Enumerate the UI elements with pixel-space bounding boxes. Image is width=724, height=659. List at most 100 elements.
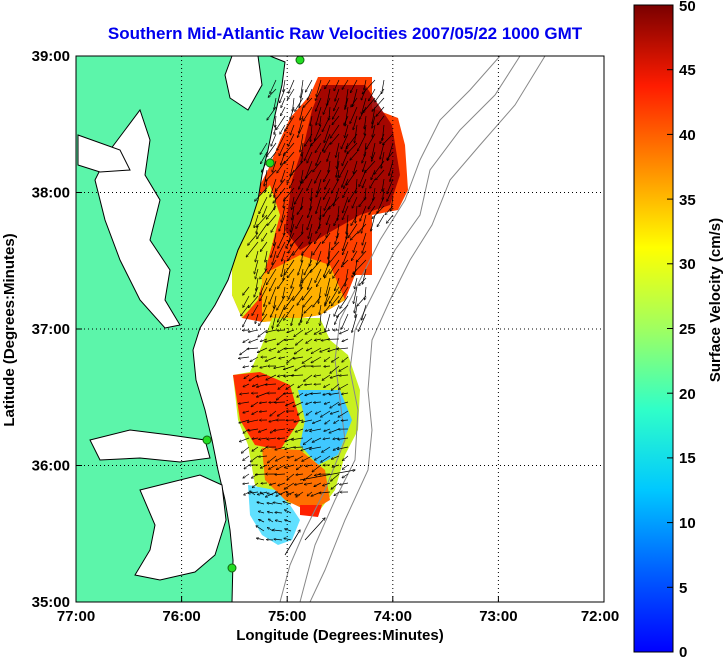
velocity-arrow [304, 374, 313, 381]
velocity-arrow [333, 268, 340, 278]
velocity-arrow [259, 520, 265, 523]
velocity-arrow [342, 464, 349, 469]
velocity-arrow [239, 401, 250, 404]
velocity-arrow [297, 410, 304, 415]
velocity-arrow [276, 492, 283, 496]
velocity-arrow [297, 124, 304, 137]
velocity-arrow [252, 383, 259, 386]
velocity-arrow [299, 313, 304, 325]
velocity-arrow [339, 375, 349, 376]
radar-station [265, 158, 275, 168]
velocity-arrow [326, 277, 331, 296]
velocity-arrow [275, 115, 276, 127]
velocity-arrow [350, 106, 358, 124]
velocity-arrow [359, 106, 367, 119]
velocity-arrow [299, 178, 304, 189]
velocity-arrow [334, 304, 340, 316]
velocity-arrow [342, 338, 349, 342]
velocity-arrow [313, 160, 322, 172]
x-tick-label: 76:00 [162, 608, 200, 625]
velocity-arrow [316, 223, 322, 233]
velocity-arrow [372, 115, 376, 128]
velocity-arrow [327, 88, 331, 106]
velocity-arrow [304, 518, 325, 541]
velocity-arrow [259, 402, 268, 403]
velocity-arrow [303, 97, 313, 107]
velocity-arrow [283, 502, 292, 505]
velocity-arrow [332, 356, 340, 362]
velocity-arrow [359, 169, 367, 187]
velocity-arrow [270, 178, 277, 197]
velocity-arrow [324, 259, 331, 277]
velocity-arrow [268, 88, 277, 97]
velocity-arrow [259, 428, 268, 432]
velocity-arrow [359, 196, 367, 207]
velocity-arrow [320, 115, 322, 126]
velocity-arrow [271, 133, 277, 146]
velocity-arrow [307, 313, 313, 324]
velocity-arrow [282, 250, 286, 261]
velocity-arrow [334, 491, 340, 496]
velocity-arrow [312, 464, 322, 472]
velocity-arrow [260, 286, 268, 301]
velocity-arrow [314, 482, 322, 487]
velocity-arrow [276, 464, 286, 470]
velocity-arrow [343, 232, 349, 251]
velocity-arrow [342, 241, 349, 255]
velocity-arrow [331, 473, 340, 481]
velocity-arrow [255, 250, 259, 262]
velocity-arrow [271, 223, 277, 232]
velocity-arrow [257, 223, 268, 239]
velocity-arrow [307, 491, 313, 496]
velocity-arrow [299, 470, 355, 481]
velocity-arrow [260, 241, 268, 252]
velocity-arrow [337, 223, 340, 238]
velocity-arrow [338, 410, 349, 417]
velocity-arrow [341, 133, 349, 149]
velocity-arrow [248, 295, 259, 308]
colorbar-tick-label: 50 [679, 0, 696, 15]
velocity-arrow [356, 178, 357, 193]
velocity-arrow [287, 473, 295, 480]
colorbar-tick-label: 45 [679, 62, 696, 79]
velocity-arrow [259, 196, 268, 214]
velocity-arrow [260, 277, 268, 295]
velocity-arrow [324, 268, 331, 278]
velocity-arrow [343, 455, 349, 461]
velocity-arrow [335, 88, 340, 101]
colorbar-tick-label: 40 [679, 127, 696, 144]
velocity-arrow [269, 482, 277, 485]
velocity-arrow [325, 313, 331, 332]
velocity-arrow [316, 187, 322, 197]
velocity-arrow [350, 151, 358, 160]
colorbar-tick-label: 5 [679, 580, 687, 597]
isobath-slope [299, 56, 521, 602]
velocity-arrow [265, 338, 277, 342]
velocity-arrow [310, 428, 322, 431]
velocity-arrow [334, 214, 340, 226]
velocity-arrow [280, 88, 286, 103]
velocity-arrow [263, 205, 268, 217]
isobath-deep [309, 56, 546, 602]
x-axis-label: Longitude (Degrees:Minutes) [236, 627, 444, 644]
velocity-arrow [315, 268, 322, 283]
velocity-arrow [363, 268, 367, 284]
velocity-arrow [285, 529, 292, 532]
bay-delaware [224, 56, 263, 111]
velocity-arrow [324, 383, 331, 387]
velocity-arrow [299, 115, 304, 133]
velocity-arrow [363, 97, 376, 113]
velocity-arrow [372, 97, 385, 111]
velocity-arrow [294, 187, 304, 204]
velocity-arrow [372, 151, 376, 161]
velocity-arrow [324, 366, 331, 367]
velocity-arrow [314, 375, 322, 376]
velocity-arrow [314, 329, 322, 334]
velocity-arrow [331, 178, 340, 193]
velocity-arrow [337, 151, 340, 169]
velocity-arrow [295, 365, 304, 371]
velocity-arrow [387, 178, 394, 194]
velocity-arrow [270, 79, 277, 94]
velocity-arrow [323, 187, 331, 199]
velocity-arrow [288, 250, 295, 261]
